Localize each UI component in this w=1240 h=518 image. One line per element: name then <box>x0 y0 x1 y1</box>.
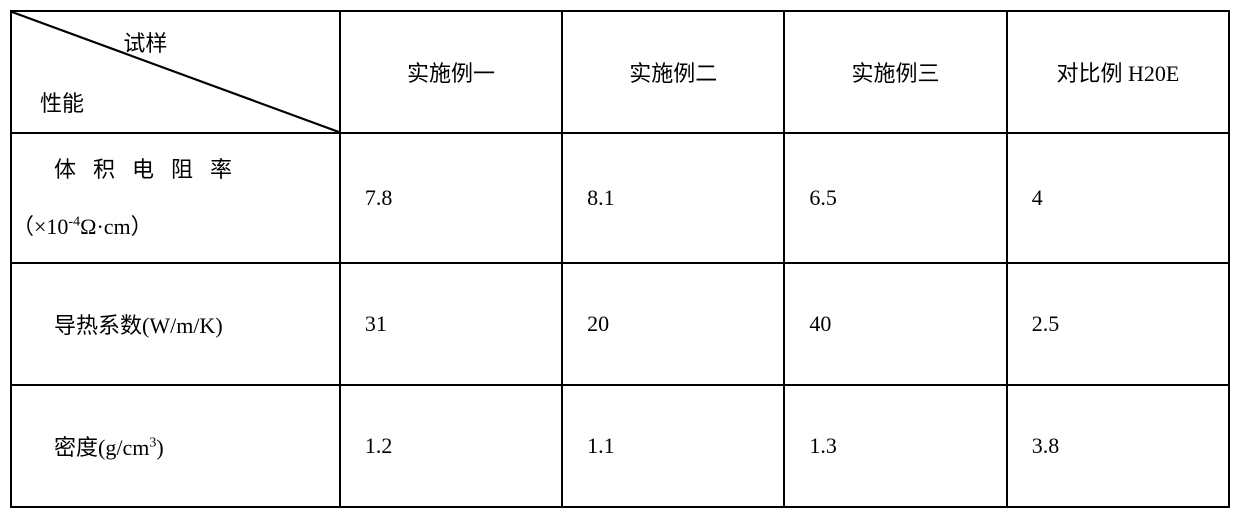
data-table-container: 试样 性能 实施例一 实施例二 实施例三 对比例 H20E 体积电阻率 （×10… <box>10 10 1230 508</box>
data-cell: 7.8 <box>340 133 562 263</box>
row-label: 体积电阻率 （×10-4Ω·cm） <box>11 133 340 263</box>
data-table: 试样 性能 实施例一 实施例二 实施例三 对比例 H20E 体积电阻率 （×10… <box>10 10 1230 508</box>
data-cell: 2.5 <box>1007 263 1229 385</box>
data-cell: 3.8 <box>1007 385 1229 507</box>
diag-bottom-label: 性能 <box>40 86 84 118</box>
data-cell: 31 <box>340 263 562 385</box>
diagonal-header-cell: 试样 性能 <box>11 11 340 133</box>
data-cell: 6.5 <box>784 133 1006 263</box>
row-label: 导热系数(W/m/K) <box>11 263 340 385</box>
data-cell: 1.2 <box>340 385 562 507</box>
row-label-sub: （×10-4Ω·cm） <box>12 198 153 255</box>
data-cell: 1.3 <box>784 385 1006 507</box>
diag-top-label: 试样 <box>0 26 309 58</box>
data-cell: 1.1 <box>562 385 784 507</box>
table-row: 导热系数(W/m/K) 31 20 40 2.5 <box>11 263 1229 385</box>
data-cell: 4 <box>1007 133 1229 263</box>
table-row: 密度(g/cm3) 1.2 1.1 1.3 3.8 <box>11 385 1229 507</box>
data-cell: 20 <box>562 263 784 385</box>
column-header: 实施例三 <box>784 11 1006 133</box>
data-cell: 8.1 <box>562 133 784 263</box>
header-row: 试样 性能 实施例一 实施例二 实施例三 对比例 H20E <box>11 11 1229 133</box>
column-header: 实施例二 <box>562 11 784 133</box>
table-row: 体积电阻率 （×10-4Ω·cm） 7.8 8.1 6.5 4 <box>11 133 1229 263</box>
row-label: 密度(g/cm3) <box>11 385 340 507</box>
column-header: 实施例一 <box>340 11 562 133</box>
column-header: 对比例 H20E <box>1007 11 1229 133</box>
row-label-main: 体积电阻率 <box>54 157 249 182</box>
data-cell: 40 <box>784 263 1006 385</box>
